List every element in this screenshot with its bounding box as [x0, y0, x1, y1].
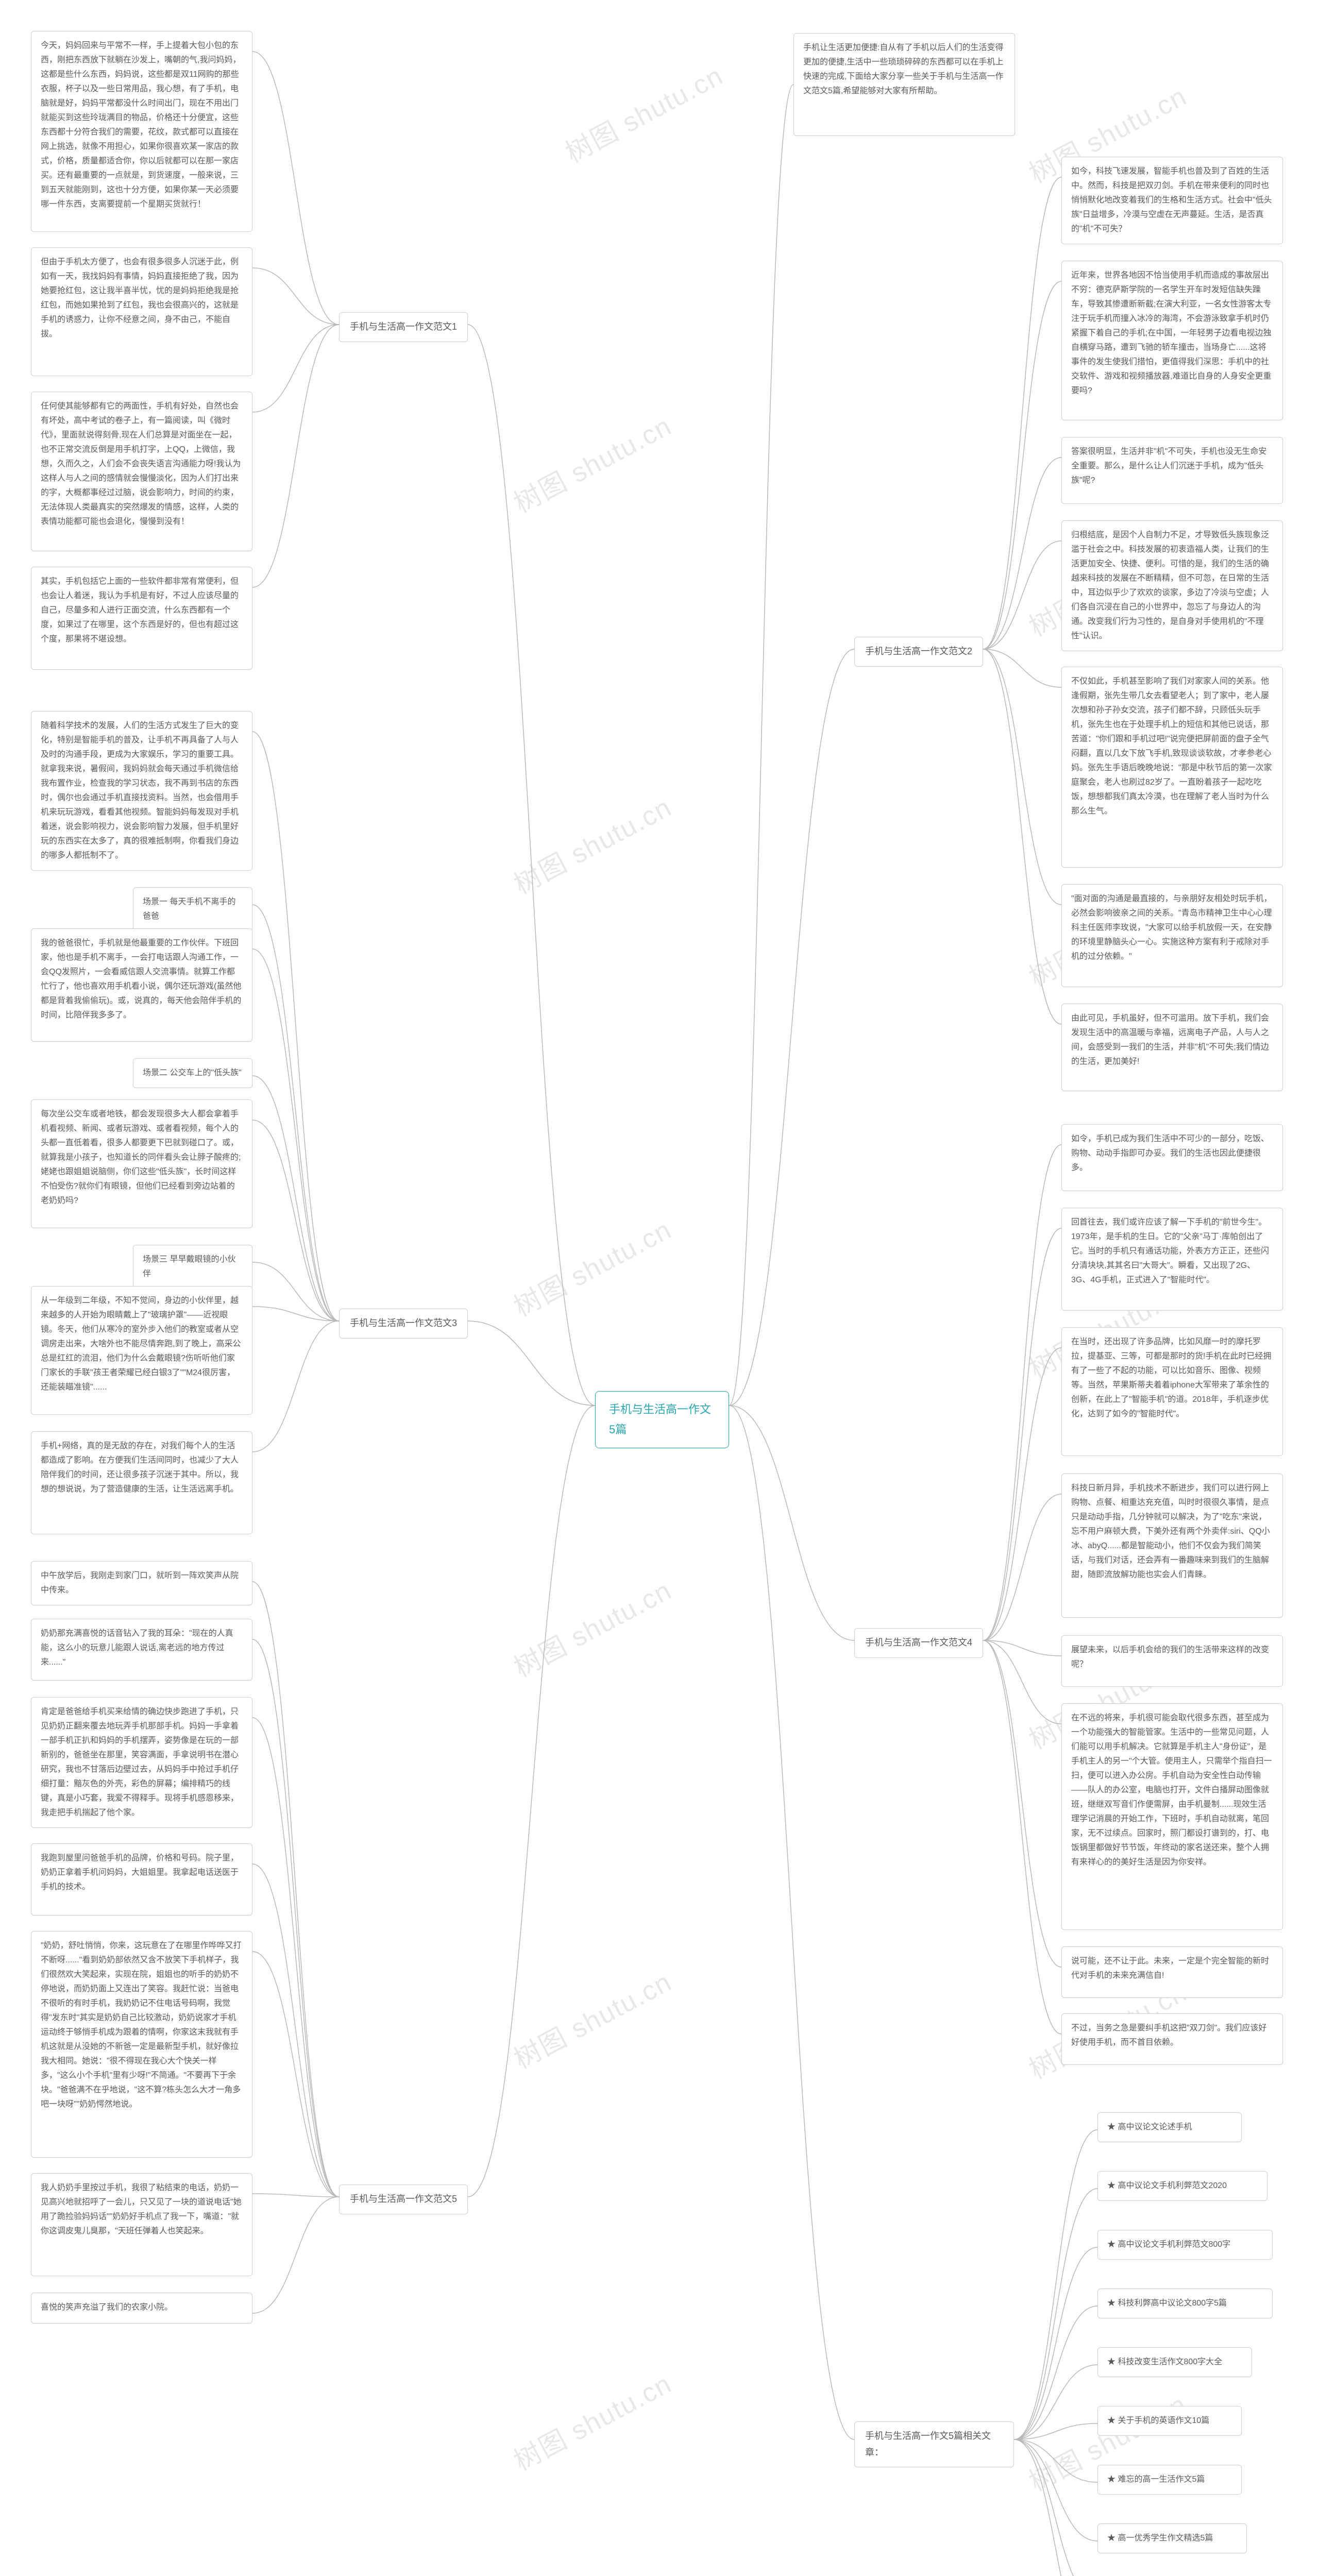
watermark: 树图 shutu.cn: [506, 2362, 678, 2478]
leaf-node: ★ 科技改变生活作文800字大全: [1097, 2347, 1252, 2377]
leaf-node: 不过，当务之急是要纠手机这把"双刀剑"。我们应该好好使用手机，而不首目依赖。: [1061, 2013, 1283, 2065]
leaf-node: 今天，妈妈回来与平常不一样，手上提着大包小包的东西，刚把东西放下就躺在沙发上，嘴…: [31, 31, 252, 232]
leaf-node: 回首往去，我们或许应该了解一下手机的"前世今生"。1973年，是手机的生日。它的…: [1061, 1208, 1283, 1311]
leaf-node: ★ 高一优秀学生作文精选5篇: [1097, 2523, 1247, 2553]
leaf-node: 近年来，世界各地因不恰当使用手机而造成的事故层出不穷：德克萨斯学院的一名学生开车…: [1061, 261, 1283, 420]
leaf-node: ★ 关于手机的英语作文10篇: [1097, 2406, 1242, 2436]
leaf-node: 喜悦的笑声充溢了我们的农家小院。: [31, 2293, 252, 2324]
leaf-node: 如今，科技飞速发展，智能手机也普及到了百姓的生活中。然而，科技是把双刃剑。手机在…: [1061, 157, 1283, 244]
leaf-node: 奶奶那充满喜悦的话音钻入了我的耳朵："现在的人真能，这么小的玩意儿能跟人说话,离…: [31, 1619, 252, 1681]
watermark: 树图 shutu.cn: [506, 404, 678, 520]
center-node: 手机与生活高一作文5篇: [595, 1391, 729, 1448]
leaf-node: 答案很明显，生活并非"机"不可失，手机也没无生命安全重要。那么，是什么让人们沉迷…: [1061, 437, 1283, 504]
watermark: 树图 shutu.cn: [506, 1208, 678, 1324]
leaf-node: 说可能，还不让于此。未来，一定是个完全智能的新时代对手机的未来充满信自!: [1061, 1946, 1283, 1998]
leaf-node: 从一年级到二年级，不知不觉间，身边的小伙伴里，越来越多的人开始为眼睛戴上了"玻璃…: [31, 1286, 252, 1415]
watermark: 树图 shutu.cn: [506, 1960, 678, 2076]
leaf-node: 中午放学后，我刚走到家门口，就听到一阵欢笑声从院中传来。: [31, 1561, 252, 1605]
branch-node: 手机与生活高一作文范文4: [854, 1628, 983, 1658]
leaf-node: 场景二 公交车上的"低头族": [133, 1058, 252, 1088]
leaf-node: 肯定是爸爸给手机买来给情的确边快步跑进了手机，只见奶奶正翻来覆去地玩弄手机那部手…: [31, 1697, 252, 1828]
leaf-node: 手机+网络，真的是无敌的存在，对我们每个人的生活都造成了影响。在方便我们生活间同…: [31, 1431, 252, 1534]
leaf-node: 我跑到屋里问爸爸手机的品牌，价格和号码。院子里，奶奶正拿着手机问妈妈，大姐姐里。…: [31, 1843, 252, 1916]
leaf-node: 但由于手机太方便了，也会有很多很多人沉迷于此，例如有一天，我找妈妈有事情，妈妈直…: [31, 247, 252, 376]
leaf-node: 科技日新月异，手机技术不断进步，我们可以进行网上购物、点餐、相重达充充值，叫时时…: [1061, 1473, 1283, 1618]
leaf-node: 在不远的将来，手机很可能会取代很多东西，甚至成为一个功能强大的智能管家。生活中的…: [1061, 1703, 1283, 1930]
leaf-node: 任何使其能够都有它的两面性，手机有好处，自然也会有坏处，高中考试的卷子上，有一篇…: [31, 392, 252, 551]
leaf-node: 其实，手机包括它上面的一些软件都非常有常便利，但也会让人着迷，我认为手机是有好，…: [31, 567, 252, 670]
leaf-node: 如令，手机已成为我们生活中不可少的一部分，吃饭、购物、动动手指即可办妥。我们的生…: [1061, 1124, 1283, 1191]
leaf-node: ★ 科技利弊高中议论文800字5篇: [1097, 2289, 1273, 2318]
branch-node: 手机与生活高一作文范文3: [339, 1309, 468, 1338]
watermark: 树图 shutu.cn: [506, 1569, 678, 1684]
branch-node: 手机与生活高一作文范文1: [339, 312, 468, 342]
branch-node: 手机与生活高一作文5篇相关文章：: [854, 2421, 1014, 2467]
leaf-node: ★ 高中议论文手机利弊范文2020: [1097, 2171, 1267, 2201]
leaf-node: 我的爸爸很忙，手机就是他最重要的工作伙伴。下班回家，他也是手机不离手，一会打电话…: [31, 928, 252, 1042]
leaf-node: 由此可见，手机虽好，但不可滥用。放下手机，我们会发现生活中的高温暖与幸福，远离电…: [1061, 1004, 1283, 1091]
leaf-node: 场景三 早早戴眼镜的小伙伴: [133, 1245, 252, 1289]
branch-node: 手机与生活高一作文范文2: [854, 637, 983, 667]
watermark: 树图 shutu.cn: [506, 786, 678, 901]
leaf-node: 在当时，还出现了许多品牌，比如风靡一时的摩托罗拉，提基亚、三等，可都是那时的货!…: [1061, 1327, 1283, 1456]
leaf-node: 场景一 每天手机不离手的爸爸: [133, 887, 252, 931]
leaf-node: "奶奶，舒吐悄悄，你来，这玩意在了在哪里作哗哗又打不断呀......"看到奶奶部…: [31, 1931, 252, 2158]
branch-node: 手机与生活高一作文范文5: [339, 2184, 468, 2214]
leaf-node: ★ 高中议论文论述手机: [1097, 2112, 1242, 2142]
leaf-node: 归根结底，是因个人自制力不足，才导致低头族现象泛滥于社会之中。科技发展的初衷造福…: [1061, 520, 1283, 651]
leaf-node: ★ 难忘的高一生活作文5篇: [1097, 2465, 1242, 2495]
leaf-node: 随着科学技术的发展，人们的生活方式发生了巨大的变化，特别是智能手机的普及，让手机…: [31, 711, 252, 871]
intro-node: 手机让生活更加便捷:自从有了手机以后人们的生活变得更加的便捷,生活中一些琐琐碎碎…: [793, 33, 1015, 136]
leaf-node: 展望未来，以后手机会给的我们的生活带来这样的改变呢？: [1061, 1635, 1283, 1687]
leaf-node: 我人奶奶手里按过手机，我很了粘结束的电话，奶奶一见高兴地就招呼了一会儿，只又见了…: [31, 2173, 252, 2276]
leaf-node: ★ 高中议论文手机利弊范文800字: [1097, 2230, 1273, 2260]
leaf-node: 每次坐公交车或者地铁，都会发现很多大人都会拿着手机看视频、新闻、或者玩游戏、或者…: [31, 1099, 252, 1228]
watermark: 树图 shutu.cn: [557, 54, 729, 170]
leaf-node: 不仅如此，手机甚至影响了我们对家家人间的关系。他逢假期，张先生带几女去看望老人；…: [1061, 667, 1283, 868]
leaf-node: "面对面的沟通是最直接的，与亲朋好友相处时玩手机，必然会影响彼亲之间的关系。"青…: [1061, 884, 1283, 987]
